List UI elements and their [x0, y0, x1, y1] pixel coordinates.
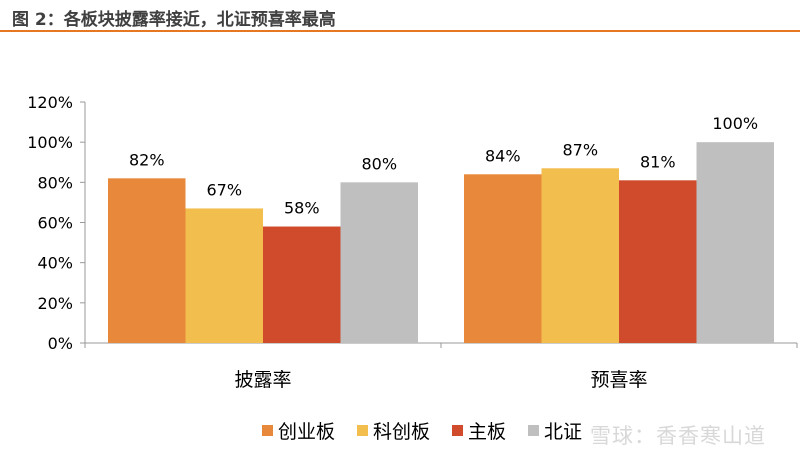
y-tick-label: 100%	[27, 133, 73, 152]
legend-swatch-创业板	[262, 425, 273, 436]
data-label: 58%	[284, 199, 320, 218]
y-tick-label: 80%	[37, 173, 73, 192]
watermark: 雪球：香香寒山道	[590, 424, 766, 448]
legend-swatch-北证	[528, 425, 539, 436]
data-label: 84%	[485, 146, 521, 165]
bar-科创板	[541, 168, 619, 343]
y-tick-label: 40%	[37, 254, 73, 273]
legend-label: 科创板	[373, 421, 430, 443]
legend-label: 创业板	[278, 421, 335, 443]
bar-北证	[340, 182, 418, 343]
y-tick-label: 120%	[27, 93, 73, 112]
legend-label: 主板	[468, 421, 506, 443]
legend-swatch-科创板	[357, 425, 368, 436]
bar-主板	[263, 226, 341, 343]
x-category-label: 预喜率	[590, 369, 647, 391]
data-label: 67%	[206, 180, 242, 199]
y-tick-label: 60%	[37, 214, 73, 233]
data-label: 81%	[640, 152, 676, 171]
bar-创业板	[464, 174, 542, 343]
figure-title: 图 2：各板块披露率接近，北证预喜率最高	[12, 10, 336, 30]
data-label: 87%	[562, 140, 598, 159]
x-category-label: 披露率	[234, 369, 291, 391]
legend-label: 北证	[544, 421, 582, 443]
legend-swatch-主板	[452, 425, 463, 436]
bar-北证	[696, 142, 774, 343]
y-tick-label: 20%	[37, 294, 73, 313]
bar-创业板	[108, 178, 186, 343]
bar-科创板	[185, 208, 263, 343]
y-tick-label: 0%	[48, 334, 73, 353]
bar-主板	[619, 180, 697, 343]
title-rule	[0, 30, 800, 32]
data-label: 82%	[129, 150, 165, 169]
data-label: 100%	[712, 114, 758, 133]
data-label: 80%	[361, 154, 397, 173]
